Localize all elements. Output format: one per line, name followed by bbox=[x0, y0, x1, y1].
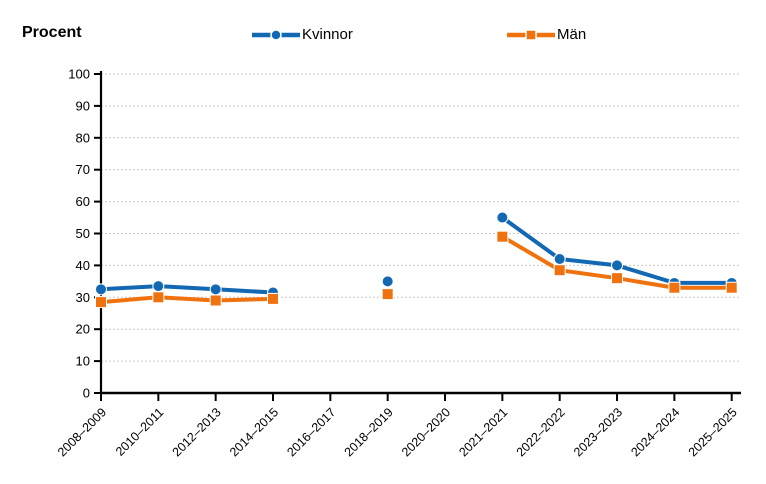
man-marker bbox=[209, 294, 222, 307]
man-line bbox=[99, 234, 734, 305]
man-marker bbox=[611, 272, 624, 285]
x-tick-label: 2016–2017 bbox=[284, 405, 338, 459]
legend-marker-sample bbox=[525, 29, 537, 41]
kvinnor-marker bbox=[152, 280, 165, 293]
legend-marker-sample bbox=[270, 29, 282, 41]
x-tick-label: 2018–2019 bbox=[342, 405, 396, 459]
man-legend-marker-icon bbox=[507, 29, 555, 41]
y-tick-label: 20 bbox=[76, 322, 90, 337]
chart-title: Procent bbox=[22, 24, 82, 41]
kvinnor-marker bbox=[209, 283, 222, 296]
y-tick-label: 60 bbox=[76, 194, 90, 209]
kvinnor-marker bbox=[381, 275, 394, 288]
x-tick-label: 2025–2025 bbox=[686, 405, 740, 459]
man-marker bbox=[668, 281, 681, 294]
x-tick-label: 2021–2021 bbox=[456, 405, 510, 459]
x-tick-label: 2023–2023 bbox=[571, 405, 625, 459]
y-tick-label: 30 bbox=[76, 290, 90, 305]
x-tick-label: 2010–2011 bbox=[113, 405, 167, 459]
legend-label-kvinnor: Kvinnor bbox=[302, 26, 353, 43]
x-tick-label: 2022–2022 bbox=[514, 405, 568, 459]
x-tick-label: 2024–2024 bbox=[628, 405, 682, 459]
x-tick-label: 2008–2009 bbox=[55, 405, 109, 459]
kvinnor-marker bbox=[95, 283, 107, 296]
legend-label-man: Män bbox=[557, 26, 587, 43]
man-marker bbox=[553, 264, 566, 277]
y-tick-label: 80 bbox=[76, 130, 90, 145]
legend-item-kvinnor: Kvinnor bbox=[252, 26, 353, 44]
man-marker bbox=[381, 288, 394, 301]
man-marker bbox=[267, 292, 280, 305]
y-tick-label: 90 bbox=[76, 98, 90, 113]
kvinnor-marker bbox=[496, 211, 509, 224]
x-tick-label: 2014–2015 bbox=[227, 405, 281, 459]
kvinnor-marker bbox=[553, 253, 566, 266]
legend-item-man: Män bbox=[507, 26, 586, 44]
y-tick-label: 100 bbox=[68, 67, 90, 82]
y-tick-label: 40 bbox=[76, 258, 90, 273]
man-marker bbox=[152, 291, 165, 304]
man-marker bbox=[725, 281, 738, 294]
man-marker bbox=[95, 296, 107, 309]
y-tick-label: 50 bbox=[76, 226, 90, 241]
x-tick-label: 2020–2020 bbox=[399, 405, 453, 459]
kvinnor-legend-marker-icon bbox=[252, 29, 300, 41]
man-marker bbox=[496, 230, 509, 243]
kvinnor-marker bbox=[611, 259, 624, 272]
x-tick-label: 2012–2013 bbox=[170, 405, 224, 459]
y-tick-label: 10 bbox=[76, 354, 90, 369]
y-tick-label: 0 bbox=[83, 386, 90, 401]
y-tick-label: 70 bbox=[76, 162, 90, 177]
